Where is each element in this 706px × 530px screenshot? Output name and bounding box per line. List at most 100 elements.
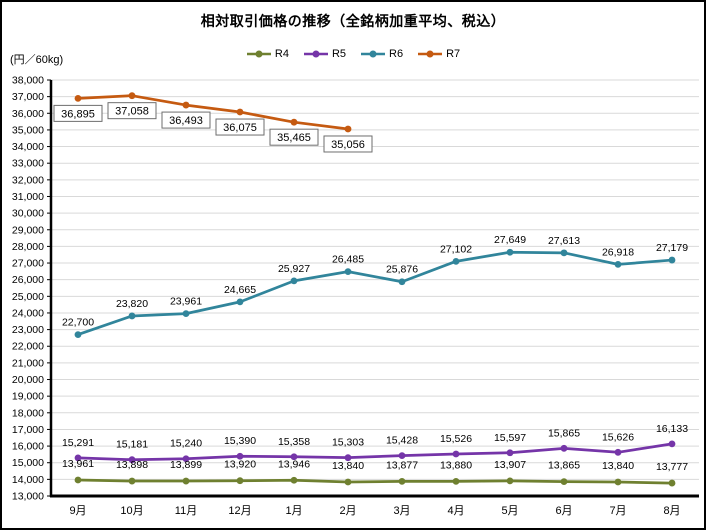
legend-label-R7: R7: [446, 48, 461, 60]
data-label-R6: 27,613: [548, 235, 580, 247]
data-point-R7: [344, 125, 352, 133]
data-label-R7: 35,056: [331, 139, 365, 151]
series-line-R5: [76, 442, 674, 462]
data-point-R7: [182, 101, 190, 109]
data-label-R5: 15,390: [224, 435, 256, 447]
y-tick-label: 35,000: [12, 124, 44, 136]
data-label-R4: 13,899: [170, 459, 202, 471]
data-point-R5: [668, 440, 676, 448]
y-tick-label: 24,000: [12, 307, 44, 319]
data-point-R4: [560, 478, 568, 486]
data-label-R7: 36,895: [61, 108, 95, 120]
x-tick-label: 3月: [393, 505, 410, 517]
data-label-R7: 37,058: [115, 106, 149, 118]
series-line-R6: [76, 250, 674, 336]
data-point-R6: [236, 298, 244, 306]
legend-item-R6: R6: [360, 48, 403, 60]
data-point-R5: [398, 452, 406, 459]
data-point-R5: [344, 454, 352, 462]
y-tick-label: 28,000: [12, 241, 44, 253]
legend-item-R7: R7: [417, 48, 460, 60]
chart-title: 相対取引価格の推移（全銘柄加重平均、税込）: [200, 13, 506, 29]
data-point-R6: [668, 256, 676, 264]
data-label-R4: 13,877: [386, 459, 418, 471]
data-label-R5: 15,626: [602, 431, 634, 443]
data-label-R6: 23,961: [170, 296, 202, 308]
x-tick-label: 4月: [447, 505, 464, 517]
data-label-R5: 15,303: [332, 437, 364, 449]
data-label-box-R7: [53, 104, 103, 122]
data-point-R7: [290, 118, 298, 126]
data-label-R6: 27,179: [656, 242, 688, 254]
data-label-R5: 15,291: [62, 437, 94, 449]
data-point-R6: [128, 312, 136, 320]
data-point-R4: [182, 477, 190, 485]
data-point-R6: [344, 268, 352, 276]
data-point-R7: [74, 94, 82, 102]
y-tick-label: 34,000: [12, 141, 44, 153]
y-tick-label: 15,000: [12, 457, 44, 469]
legend-marker-R6: [361, 50, 385, 58]
data-label-R4: 13,961: [62, 458, 94, 470]
data-label-R6: 25,876: [386, 264, 418, 276]
legend-label-R6: R6: [389, 48, 404, 60]
y-tick-label: 16,000: [12, 441, 44, 453]
data-label-R5: 15,526: [440, 433, 472, 445]
chart-legend: R4 R5 R6 R7: [2, 48, 704, 60]
data-label-R4: 13,840: [332, 460, 364, 472]
y-tick-label: 25,000: [12, 291, 44, 303]
data-label-R7: 35,465: [277, 132, 311, 144]
x-tick-label: 7月: [609, 505, 626, 517]
data-point-R4: [506, 477, 514, 485]
data-label-R4: 13,865: [548, 460, 580, 472]
data-point-R4: [290, 476, 298, 484]
data-point-R4: [344, 478, 352, 486]
y-tick-label: 17,000: [12, 424, 44, 436]
data-label-R7: 36,493: [169, 115, 203, 127]
data-label-R4: 13,946: [278, 458, 310, 470]
legend-item-R4: R4: [246, 48, 289, 60]
data-point-R6: [506, 248, 514, 256]
data-label-R4: 13,920: [224, 459, 256, 471]
data-label-R5: 15,181: [116, 439, 148, 451]
data-point-R4: [74, 476, 82, 484]
y-tick-label: 36,000: [12, 108, 44, 120]
x-tick-label: 12月: [228, 505, 251, 517]
data-point-R4: [236, 477, 244, 485]
data-point-R5: [236, 452, 244, 460]
y-tick-label: 31,000: [12, 191, 44, 203]
data-point-R6: [182, 310, 190, 318]
data-point-R5: [560, 444, 568, 452]
data-label-R5: 15,358: [278, 436, 310, 448]
data-point-R4: [398, 478, 406, 485]
data-point-R5: [128, 456, 136, 464]
data-label-R6: 25,927: [278, 263, 310, 275]
y-tick-label: 37,000: [12, 91, 44, 103]
y-tick-label: 26,000: [12, 274, 44, 286]
data-point-R4: [668, 479, 676, 487]
data-point-R7: [128, 92, 136, 100]
data-point-R5: [452, 450, 460, 458]
data-point-R5: [182, 455, 190, 463]
data-label-box-R7: [107, 102, 157, 120]
legend-marker-R4: [246, 50, 271, 58]
data-label-R7: 36,075: [223, 122, 257, 134]
data-label-R6: 24,665: [224, 284, 256, 296]
legend-marker-R5: [303, 50, 328, 58]
data-label-R4: 13,777: [656, 461, 688, 473]
y-axis-unit-label: (円／60kg): [10, 54, 64, 66]
legend-label-R4: R4: [274, 48, 289, 60]
data-label-R5: 15,865: [548, 427, 580, 439]
x-tick-label: 10月: [120, 505, 143, 517]
data-label-R4: 13,880: [440, 459, 472, 471]
data-label-R6: 23,820: [116, 298, 148, 310]
y-tick-label: 33,000: [12, 158, 44, 170]
y-tick-label: 14,000: [12, 474, 44, 486]
data-point-R4: [452, 477, 460, 485]
x-tick-label: 6月: [555, 505, 572, 517]
y-tick-label: 19,000: [12, 391, 44, 403]
data-label-box-R7: [215, 118, 265, 136]
data-label-R6: 26,485: [332, 254, 364, 266]
data-label-box-R7: [161, 111, 211, 129]
